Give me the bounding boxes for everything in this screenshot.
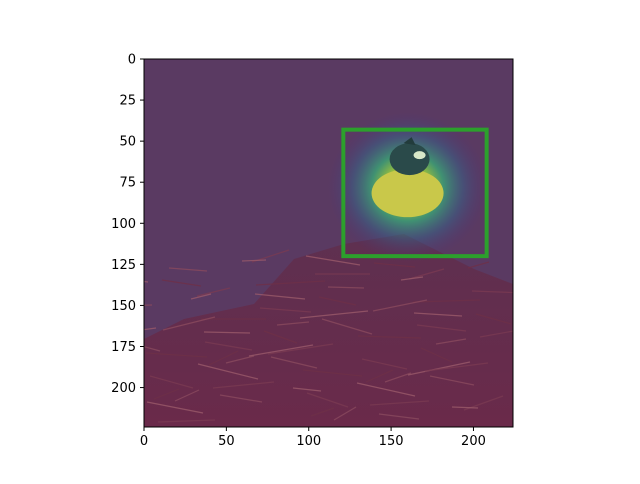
twig — [145, 352, 208, 358]
twig — [356, 382, 416, 397]
twig — [255, 280, 326, 286]
twig — [369, 400, 430, 406]
twig — [212, 381, 275, 389]
x-tick-label: 50 — [218, 434, 235, 449]
bounding-box — [341, 127, 489, 259]
y-tick-label: 200 — [111, 381, 136, 396]
nest-region — [144, 234, 513, 427]
twig — [424, 362, 489, 372]
twig — [144, 280, 149, 283]
y-tick-label: 50 — [119, 135, 136, 150]
twig — [263, 330, 298, 344]
twig — [333, 406, 357, 421]
twig — [144, 304, 153, 306]
twig — [153, 388, 180, 400]
twig — [435, 338, 467, 345]
twig — [318, 296, 357, 306]
x-tick-label: 0 — [140, 434, 148, 449]
twig — [357, 335, 422, 339]
twig — [327, 286, 365, 289]
twig — [168, 267, 208, 272]
twig — [190, 293, 212, 300]
bird-cheek — [413, 151, 426, 160]
twig — [467, 261, 490, 269]
x-tick-label: 100 — [296, 434, 321, 449]
twig — [292, 387, 322, 392]
twig — [248, 344, 314, 357]
bird-head — [389, 143, 430, 176]
y-tick-label: 175 — [111, 340, 136, 355]
twig — [471, 290, 513, 294]
twig — [162, 316, 216, 331]
twig — [149, 375, 194, 389]
twig — [225, 355, 255, 364]
plot-frame — [143, 58, 514, 428]
twig — [373, 262, 416, 268]
twig — [413, 312, 463, 317]
twig — [378, 413, 420, 420]
twig — [321, 318, 373, 335]
twig — [429, 375, 475, 386]
twig — [146, 401, 204, 414]
twig — [310, 407, 335, 417]
twig — [479, 330, 513, 338]
x-tick-label: 200 — [461, 434, 486, 449]
twig — [241, 259, 267, 262]
twig — [302, 369, 363, 377]
twig — [451, 406, 479, 409]
twig — [259, 307, 312, 313]
twig — [144, 327, 157, 331]
twig — [254, 293, 306, 300]
twig — [197, 363, 259, 380]
x-tick-label: 150 — [379, 434, 404, 449]
y-tick-label: 100 — [111, 217, 136, 232]
bird-body — [371, 169, 444, 218]
twig — [144, 258, 145, 259]
twig — [299, 310, 369, 319]
twig — [400, 276, 424, 281]
twig — [305, 255, 361, 266]
bird-crest — [403, 137, 416, 146]
y-tick-label: 125 — [111, 258, 136, 273]
twig — [306, 392, 349, 408]
y-tick-label: 75 — [119, 176, 136, 191]
twig — [208, 350, 239, 366]
twig — [276, 321, 310, 326]
twig — [161, 279, 202, 287]
twig — [196, 287, 231, 297]
twig — [219, 394, 263, 403]
twig — [203, 331, 251, 334]
twig — [416, 324, 467, 332]
y-tick-label: 150 — [111, 299, 136, 314]
twig — [372, 299, 428, 312]
twig — [384, 372, 412, 383]
twig — [144, 346, 161, 352]
twig — [412, 299, 481, 303]
y-tick-label: 25 — [119, 94, 136, 109]
twig — [270, 356, 318, 369]
twig — [408, 268, 445, 280]
twig — [365, 369, 394, 383]
twig — [174, 389, 200, 402]
twig — [204, 341, 253, 351]
twig — [407, 361, 471, 376]
twig — [420, 347, 453, 363]
y-tick-label: 0 — [128, 53, 136, 68]
twig — [475, 313, 512, 325]
twig — [157, 419, 216, 423]
twig — [267, 343, 334, 355]
twig — [361, 358, 408, 370]
